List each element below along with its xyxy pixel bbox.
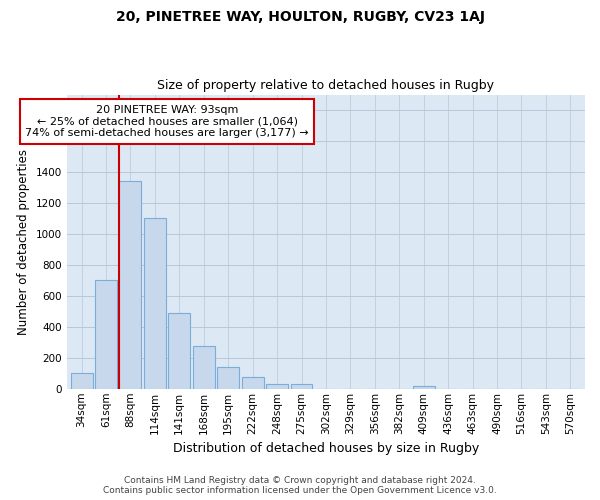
Bar (95, 280, 117, 389)
Bar (413, 386, 434, 389)
Y-axis label: Number of detached properties: Number of detached properties (17, 148, 30, 334)
Title: Size of property relative to detached houses in Rugby: Size of property relative to detached ho… (157, 79, 494, 92)
Bar (217, 367, 239, 389)
Text: Contains HM Land Registry data © Crown copyright and database right 2024.
Contai: Contains HM Land Registry data © Crown c… (103, 476, 497, 495)
Bar (144, 218, 166, 389)
Bar (193, 346, 215, 389)
Bar (169, 313, 190, 389)
Bar (266, 384, 288, 389)
Text: 20, PINETREE WAY, HOULTON, RUGBY, CV23 1AJ: 20, PINETREE WAY, HOULTON, RUGBY, CV23 1… (115, 10, 485, 24)
Bar (242, 377, 263, 389)
Bar (71, 374, 92, 389)
Bar (290, 384, 313, 389)
X-axis label: Distribution of detached houses by size in Rugby: Distribution of detached houses by size … (173, 442, 479, 455)
Text: 20 PINETREE WAY: 93sqm
← 25% of detached houses are smaller (1,064)
74% of semi-: 20 PINETREE WAY: 93sqm ← 25% of detached… (25, 105, 309, 138)
Bar (119, 182, 142, 389)
